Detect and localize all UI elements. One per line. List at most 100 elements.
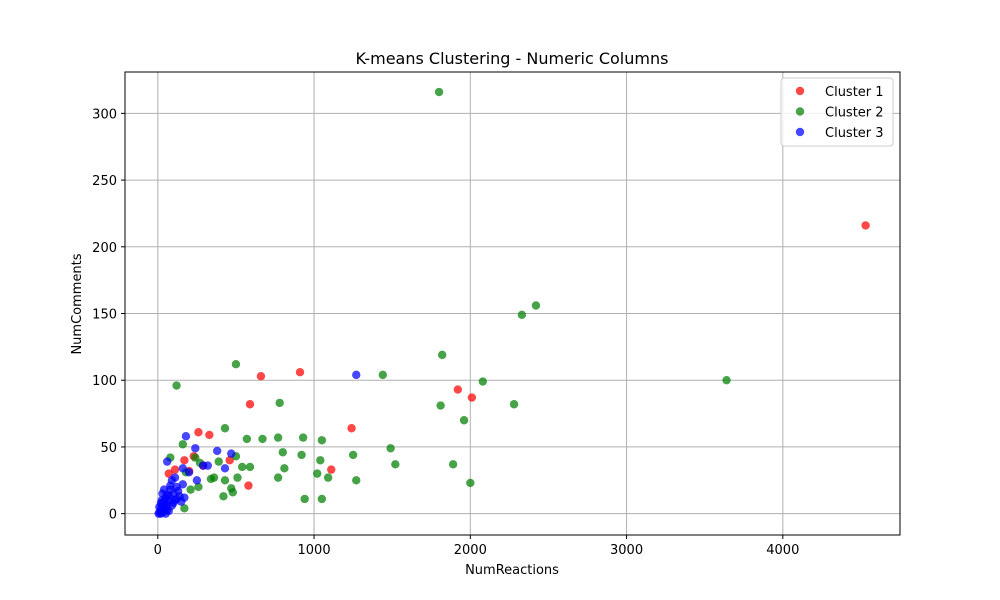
data-point <box>273 433 283 442</box>
data-point <box>173 486 183 496</box>
x-tick-label: 2000 <box>454 543 487 558</box>
data-point <box>205 430 214 440</box>
data-point <box>244 481 253 490</box>
data-point <box>256 372 266 381</box>
data-point <box>231 360 241 369</box>
data-point <box>861 221 870 230</box>
data-point <box>298 433 308 442</box>
data-point <box>378 370 388 380</box>
y-tick-label: 0 <box>109 508 117 523</box>
data-point <box>194 428 203 437</box>
data-point <box>347 424 356 433</box>
data-point <box>203 461 213 470</box>
data-point <box>228 488 238 497</box>
data-point <box>531 301 541 310</box>
axis-ticks: 0 1000 2000 3000 4000 0 50 100 150 200 250 300 <box>92 107 799 558</box>
data-point <box>300 494 309 504</box>
data-point <box>242 434 252 444</box>
series-cluster-2 <box>166 87 731 513</box>
y-tick-label: 200 <box>92 241 117 256</box>
data-point <box>478 377 488 386</box>
data-point <box>352 370 361 380</box>
data-point <box>220 424 230 433</box>
data-point <box>317 436 327 445</box>
y-tick-label: 50 <box>100 441 117 456</box>
grid <box>125 72 900 535</box>
data-point <box>186 485 195 494</box>
y-axis-label: NumComments <box>70 253 85 354</box>
data-point <box>275 398 284 408</box>
legend: Cluster 1 Cluster 2 Cluster 3 <box>780 77 894 147</box>
data-point <box>245 462 255 472</box>
data-point <box>434 87 444 97</box>
legend-label: Cluster 2 <box>825 106 884 121</box>
data-point <box>181 432 191 441</box>
data-point <box>317 494 327 504</box>
data-point <box>178 440 188 449</box>
data-point <box>209 473 219 482</box>
x-tick-label: 4000 <box>766 543 799 558</box>
data-point <box>156 509 166 518</box>
data-point <box>191 444 200 453</box>
series-cluster-3 <box>154 370 361 518</box>
data-point <box>437 350 447 360</box>
data-point <box>177 497 186 506</box>
plot-frame <box>124 71 901 536</box>
data-point <box>194 482 203 492</box>
y-tick-label: 300 <box>92 107 117 122</box>
data-point <box>227 449 236 458</box>
data-point <box>237 462 247 472</box>
data-point <box>448 460 458 469</box>
data-point <box>220 476 230 485</box>
data-point <box>273 473 283 482</box>
data-point <box>157 496 166 505</box>
data-point <box>323 473 333 482</box>
data-point <box>467 393 477 402</box>
legend-label: Cluster 1 <box>825 85 884 100</box>
data-point <box>191 453 200 462</box>
data-point <box>219 492 228 501</box>
data-point <box>722 376 731 385</box>
data-point <box>391 460 400 469</box>
data-point <box>258 434 267 444</box>
data-point <box>517 310 527 320</box>
data-point <box>295 368 305 377</box>
data-points <box>154 87 870 518</box>
data-point <box>509 400 519 409</box>
y-tick-label: 100 <box>92 374 117 389</box>
data-point <box>327 465 336 474</box>
chart-title: K-means Clustering - Numeric Columns <box>356 49 669 68</box>
data-point <box>180 504 189 513</box>
data-point <box>170 465 180 474</box>
legend-label: Cluster 3 <box>825 126 884 141</box>
data-point <box>466 478 475 488</box>
data-point <box>459 416 469 425</box>
legend-frame <box>780 77 894 147</box>
data-point <box>386 444 395 453</box>
y-tick-label: 250 <box>92 174 117 189</box>
data-point <box>453 385 463 394</box>
data-point <box>212 446 222 456</box>
x-tick-label: 1000 <box>298 543 331 558</box>
legend-marker <box>795 107 805 116</box>
data-point <box>165 492 174 501</box>
x-tick-label: 3000 <box>610 543 643 558</box>
data-point <box>172 381 181 390</box>
x-axis-label: NumReactions <box>465 563 559 578</box>
data-point <box>233 473 242 482</box>
data-point <box>297 450 306 460</box>
legend-marker <box>795 127 805 137</box>
data-point <box>166 481 175 490</box>
data-point <box>225 456 234 465</box>
data-point <box>220 464 230 473</box>
x-tick-label: 0 <box>154 543 162 558</box>
data-point <box>184 468 194 477</box>
data-point <box>316 456 325 465</box>
data-point <box>164 469 173 478</box>
data-point <box>245 400 255 409</box>
y-tick-label: 150 <box>92 308 117 323</box>
data-point <box>180 456 189 465</box>
data-point <box>312 469 322 478</box>
data-point <box>352 476 361 485</box>
